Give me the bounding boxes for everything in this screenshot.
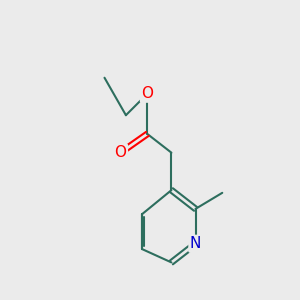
- Text: N: N: [190, 236, 201, 251]
- Text: O: O: [141, 86, 153, 101]
- Text: O: O: [115, 145, 127, 160]
